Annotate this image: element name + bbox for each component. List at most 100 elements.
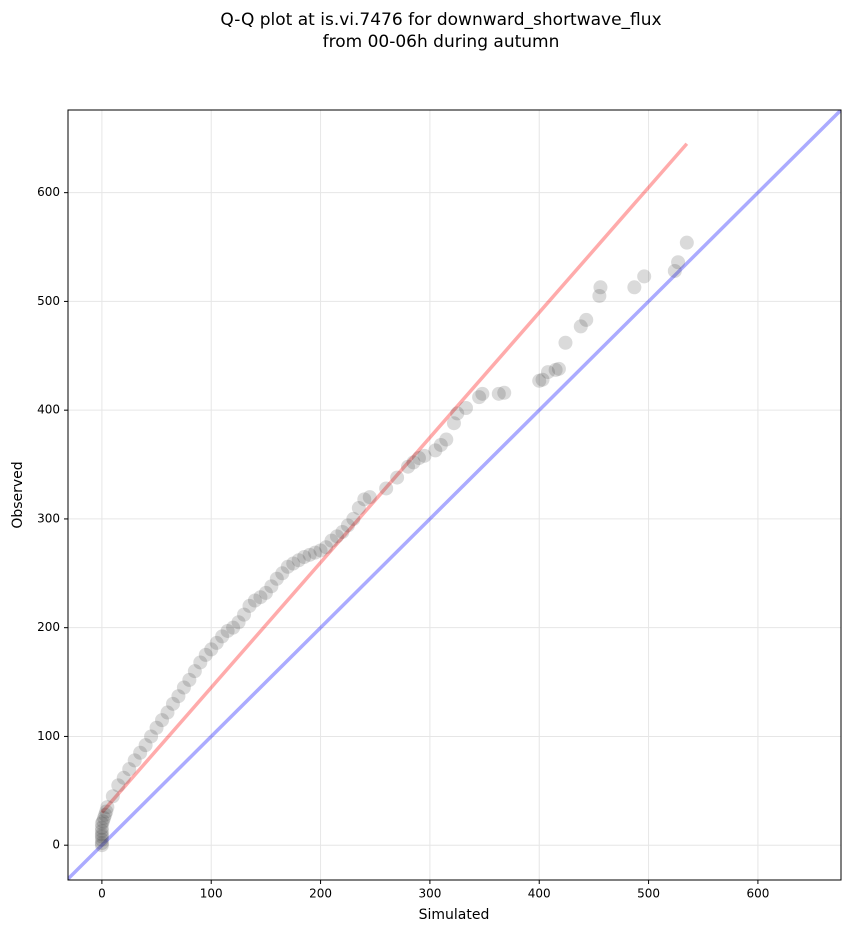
point <box>171 689 186 704</box>
point <box>535 372 550 387</box>
point <box>94 820 109 835</box>
point <box>226 620 241 635</box>
point <box>540 365 555 380</box>
point <box>667 263 682 278</box>
x-tick-label: 500 <box>637 887 660 901</box>
point <box>149 720 164 735</box>
point <box>627 280 642 295</box>
point <box>242 598 257 613</box>
point <box>275 566 290 581</box>
point <box>155 713 170 728</box>
point <box>592 288 607 303</box>
point <box>551 361 566 376</box>
point <box>95 814 110 829</box>
point <box>475 386 490 401</box>
point <box>491 386 506 401</box>
point <box>122 762 137 777</box>
point <box>94 824 109 839</box>
y-tick-label: 400 <box>37 403 60 417</box>
point <box>99 804 114 819</box>
point <box>94 832 109 847</box>
point <box>215 629 230 644</box>
point <box>497 385 512 400</box>
point <box>335 524 350 539</box>
point <box>411 451 426 466</box>
point <box>127 753 142 768</box>
point <box>258 585 273 600</box>
chart-title: Q-Q plot at is.vi.7476 for downward_shor… <box>220 10 661 30</box>
point <box>458 400 473 415</box>
point <box>362 490 377 505</box>
y-tick-label: 100 <box>37 729 60 743</box>
point <box>446 416 461 431</box>
point <box>204 642 219 657</box>
point <box>193 655 208 670</box>
point <box>340 518 355 533</box>
point <box>165 696 180 711</box>
point <box>138 738 153 753</box>
point <box>351 501 366 516</box>
point <box>144 729 159 744</box>
point <box>116 770 131 785</box>
point <box>679 235 694 250</box>
point <box>94 827 109 842</box>
x-tick-label: 100 <box>200 887 223 901</box>
point <box>187 664 202 679</box>
point <box>439 432 454 447</box>
point <box>329 529 344 544</box>
x-tick-label: 200 <box>309 887 332 901</box>
point <box>302 547 317 562</box>
point <box>401 459 416 474</box>
point <box>160 705 175 720</box>
point <box>428 443 443 458</box>
point <box>253 590 268 605</box>
point <box>176 680 191 695</box>
x-tick-label: 0 <box>98 887 106 901</box>
point <box>105 789 120 804</box>
point <box>97 811 112 826</box>
x-axis-label: Simulated <box>419 907 490 923</box>
point <box>308 545 323 560</box>
point <box>324 533 339 548</box>
x-tick-label: 600 <box>746 887 769 901</box>
point <box>297 549 312 564</box>
point <box>379 481 394 496</box>
point <box>406 455 421 470</box>
point <box>433 437 448 452</box>
y-tick-label: 500 <box>37 294 60 308</box>
point <box>450 406 465 421</box>
y-tick-label: 0 <box>52 838 60 852</box>
point <box>237 607 252 622</box>
point <box>94 816 109 831</box>
reference-line <box>100 142 689 814</box>
y-tick-label: 300 <box>37 511 60 525</box>
point <box>198 647 213 662</box>
point <box>220 623 235 638</box>
plot-area <box>68 110 841 880</box>
point <box>264 579 279 594</box>
point <box>417 448 432 463</box>
y-axis-label: Observed <box>10 461 26 528</box>
point <box>280 559 295 574</box>
point <box>579 312 594 327</box>
point <box>346 511 361 526</box>
x-tick-label: 400 <box>528 887 551 901</box>
point <box>593 280 608 295</box>
point <box>231 615 246 630</box>
point <box>269 571 284 586</box>
point <box>558 335 573 350</box>
chart-title: from 00-06h during autumn <box>323 32 560 52</box>
point <box>182 672 197 687</box>
point <box>313 543 328 558</box>
point <box>637 269 652 284</box>
point <box>94 836 109 851</box>
point <box>209 635 224 650</box>
y-tick-label: 600 <box>37 185 60 199</box>
point <box>548 362 563 377</box>
point <box>100 800 115 815</box>
point <box>532 373 547 388</box>
point <box>247 593 262 608</box>
point <box>94 838 109 853</box>
y-tick-label: 200 <box>37 620 60 634</box>
